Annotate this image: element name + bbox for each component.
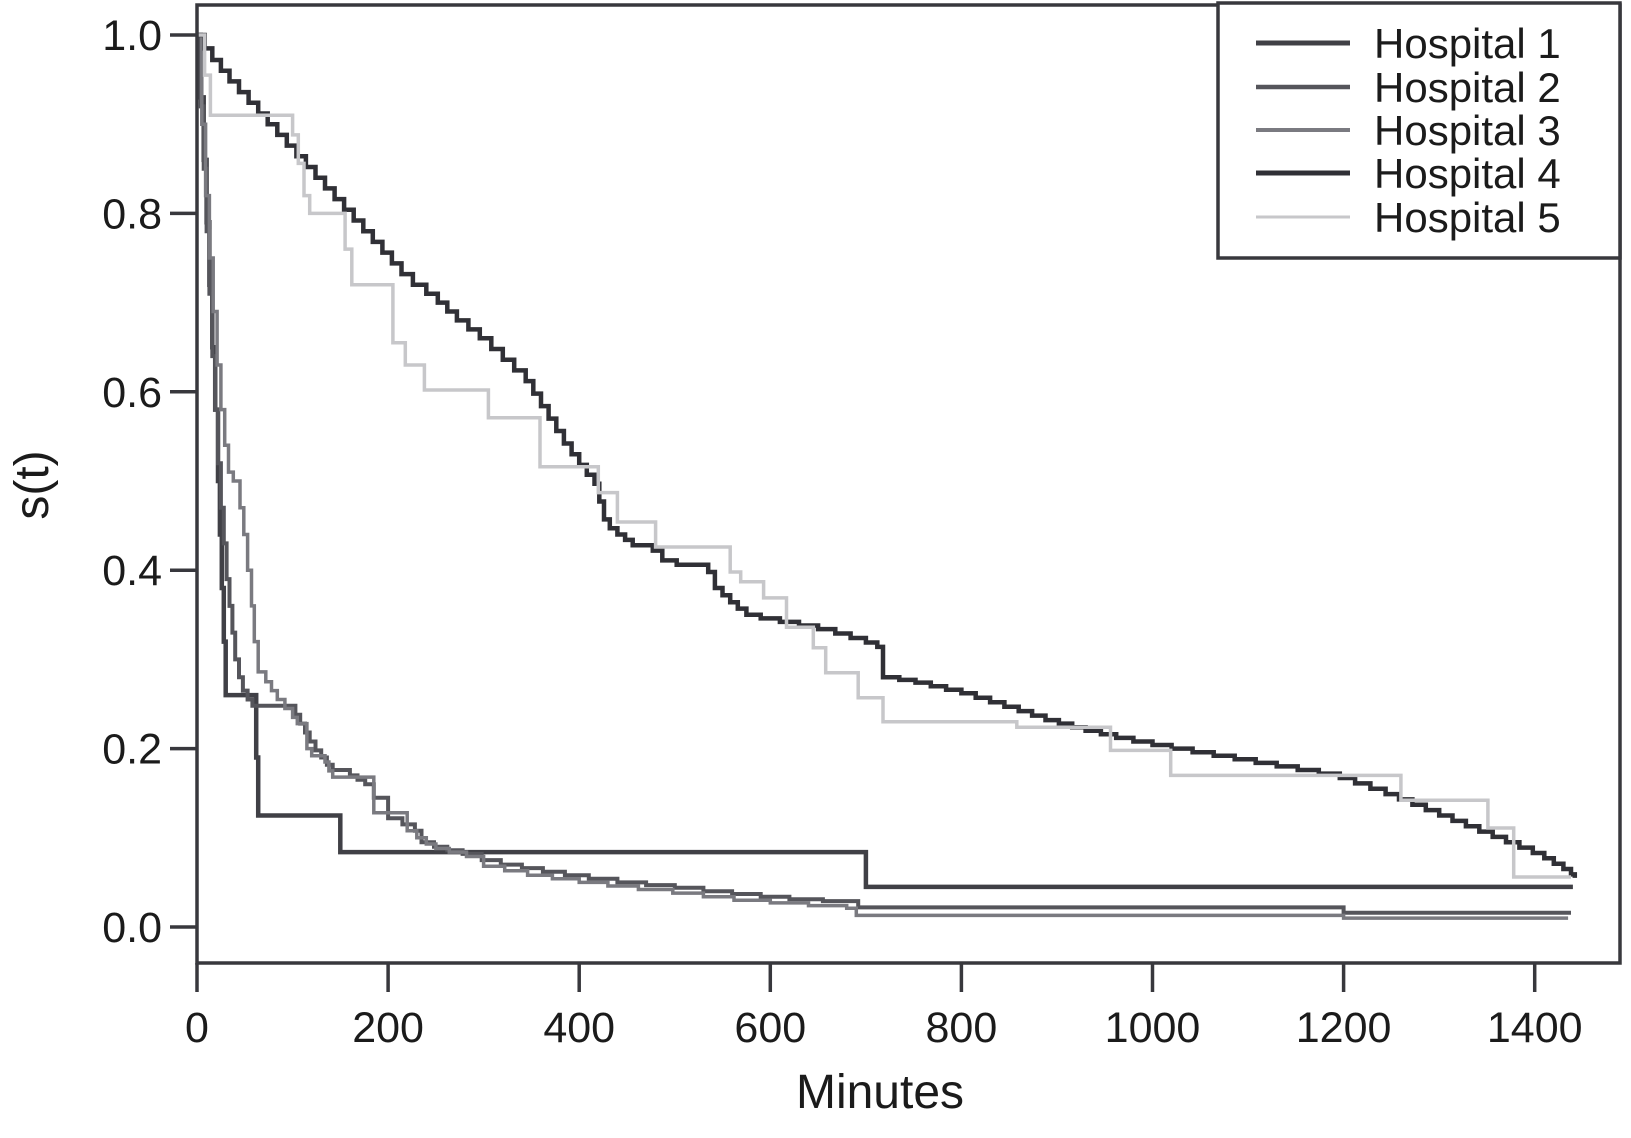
legend-label-hospital-5: Hospital 5 [1374, 194, 1561, 241]
legend-item-hospital-4: Hospital 4 [1256, 150, 1561, 197]
x-tick-label: 400 [543, 1004, 615, 1052]
legend-item-hospital-2: Hospital 2 [1256, 64, 1561, 111]
curve-hospital-5 [197, 33, 1571, 879]
curve-hospital-3 [197, 33, 1569, 920]
x-tick-label: 800 [926, 1004, 998, 1052]
legend-item-hospital-3: Hospital 3 [1256, 107, 1561, 154]
y-axis: 1.0 0.8 0.6 0.4 0.2 0.0 [102, 12, 197, 952]
legend: Hospital 1 Hospital 2 Hospital 3 Hospita… [1216, 1, 1622, 260]
x-axis: 0 200 400 600 800 1000 1200 1400 [185, 963, 1583, 1052]
y-tick-label: 0.0 [102, 904, 162, 952]
y-tick-label: 0.8 [102, 190, 162, 238]
x-tick-label: 1200 [1296, 1004, 1392, 1052]
x-tick-label: 1000 [1105, 1004, 1201, 1052]
legend-label-hospital-2: Hospital 2 [1374, 64, 1561, 111]
legend-item-hospital-1: Hospital 1 [1256, 20, 1561, 67]
x-axis-title: Minutes [796, 1066, 964, 1119]
y-tick-label: 1.0 [102, 12, 162, 60]
curves-layer [197, 32, 1578, 920]
curve-hospital-4 [197, 32, 1578, 878]
plot-border [195, 3, 1622, 965]
y-tick-label: 0.2 [102, 726, 162, 774]
legend-label-hospital-4: Hospital 4 [1374, 150, 1561, 197]
x-tick-label: 0 [185, 1004, 209, 1052]
y-tick-label: 0.6 [102, 369, 162, 417]
x-tick-label: 200 [352, 1004, 424, 1052]
y-tick-label: 0.4 [102, 547, 162, 595]
x-tick-label: 600 [734, 1004, 806, 1052]
x-tick-label: 1400 [1487, 1004, 1583, 1052]
legend-label-hospital-1: Hospital 1 [1374, 20, 1561, 67]
legend-item-hospital-5: Hospital 5 [1256, 194, 1561, 241]
legend-label-hospital-3: Hospital 3 [1374, 107, 1561, 154]
y-axis-title: s(t) [6, 450, 59, 519]
